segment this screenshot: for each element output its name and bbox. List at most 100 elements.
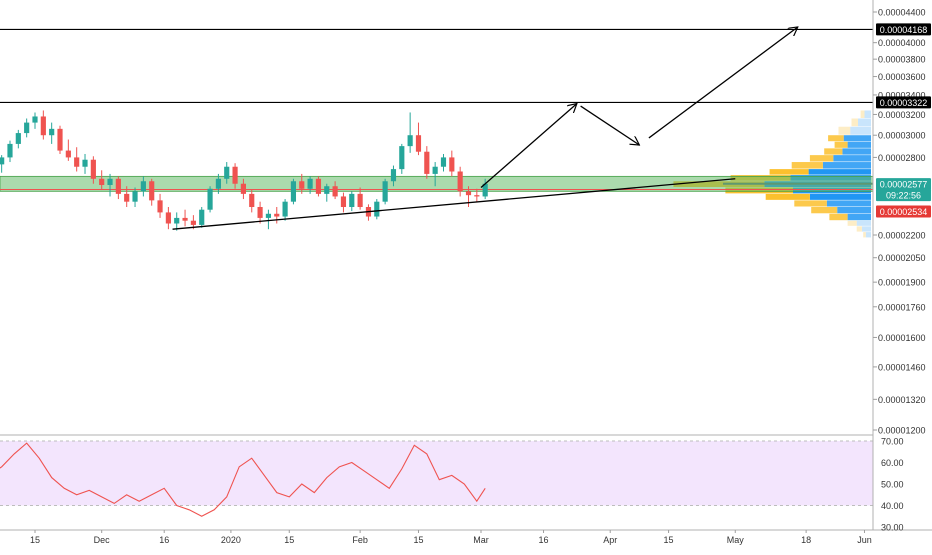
time-tick-label-1: Dec <box>94 535 111 545</box>
candle-body-56 <box>440 157 447 167</box>
time-tick-label-2: 16 <box>159 535 169 545</box>
time-tick-label-12: 18 <box>801 535 811 545</box>
candle-body-45 <box>349 193 355 208</box>
vp-bar-up-11 <box>822 162 871 169</box>
price-tick-label-6: 0.00003000 <box>878 131 926 141</box>
horizontal-levels <box>0 28 873 104</box>
vp-bar-up-5 <box>826 200 871 207</box>
vp-bar-down-16 <box>838 126 851 135</box>
vp-bar-down-5 <box>794 200 827 207</box>
price-label-0: 0.00004168 <box>880 25 928 35</box>
candle-body-39 <box>299 181 305 189</box>
vp-bar-up-17 <box>858 118 871 127</box>
candle-body-41 <box>315 178 322 194</box>
vp-bar-down-11 <box>791 162 823 169</box>
candle-body-59 <box>465 191 472 196</box>
time-tick-label-11: May <box>727 535 745 545</box>
projection-arrow-2 <box>648 27 798 139</box>
candle-body-33 <box>249 193 255 208</box>
candle-body-23 <box>165 212 171 224</box>
candle-body-13 <box>82 159 88 167</box>
candle-body-34 <box>257 207 263 218</box>
price-label-bg-1 <box>876 96 931 109</box>
candle-body-29 <box>215 178 221 189</box>
rsi-tick-label-0: 70.00 <box>881 437 904 447</box>
rsi-pane <box>0 434 873 517</box>
candle-body-54 <box>424 151 430 174</box>
candle-body-22 <box>157 200 163 213</box>
candle-body-49 <box>382 181 388 202</box>
candle-body-50 <box>390 169 397 182</box>
candle-body-42 <box>324 186 330 194</box>
price-label-4: 0.00002534 <box>880 207 928 217</box>
candle-body-16 <box>107 178 113 185</box>
trendline <box>172 178 736 230</box>
price-tick-label-2: 0.00003800 <box>878 55 926 65</box>
time-tick-label-3: 2020 <box>221 535 241 545</box>
price-label-bg-3 <box>876 189 931 202</box>
candle-body-35 <box>265 213 272 218</box>
candle-body-3 <box>0 157 5 165</box>
price-tick-label-9: 0.00002050 <box>878 253 926 263</box>
time-tick-label-13: Jun <box>857 535 872 545</box>
time-tick-label-4: 15 <box>284 535 294 545</box>
vp-bar-down-15 <box>828 135 844 142</box>
vp-bar-up-0 <box>865 232 871 238</box>
vp-bar-up-10 <box>808 169 871 175</box>
time-tick-label-10: 15 <box>664 535 674 545</box>
price-tick-label-13: 0.00001460 <box>878 362 926 372</box>
rsi-tick-label-3: 40.00 <box>881 501 904 511</box>
price-label-bg-2 <box>876 178 931 191</box>
candle-body-9 <box>49 128 55 136</box>
candle-body-31 <box>232 166 238 184</box>
vp-bar-up-1 <box>861 226 871 232</box>
price-tick-label-3: 0.00003600 <box>878 72 926 82</box>
vp-bar-up-6 <box>809 193 871 200</box>
vp-bar-up-3 <box>847 213 871 221</box>
candle-body-15 <box>99 178 105 185</box>
price-tick-label-11: 0.00001760 <box>878 302 926 312</box>
candle-body-4 <box>7 143 13 158</box>
candle-body-32 <box>240 183 246 194</box>
price-tick-label-14: 0.00001320 <box>878 395 926 405</box>
candle-body-48 <box>374 201 380 217</box>
time-tick-label-8: 16 <box>539 535 549 545</box>
candle-body-44 <box>340 196 347 208</box>
vp-bar-up-12 <box>833 155 871 162</box>
vp-bar-up-2 <box>856 220 871 226</box>
candle-body-43 <box>332 186 338 197</box>
volume-profile <box>673 110 873 238</box>
candle-body-51 <box>399 146 405 170</box>
candle-body-60 <box>474 195 480 197</box>
candle-body-19 <box>132 191 138 202</box>
vp-bar-up-14 <box>847 141 871 148</box>
vp-bar-down-3 <box>829 213 848 221</box>
candle-body-24 <box>174 217 180 224</box>
vp-bar-down-13 <box>824 148 843 155</box>
price-label-2: 0.00002577 <box>880 180 928 190</box>
vp-bar-up-15 <box>843 135 871 142</box>
candle-body-46 <box>357 193 363 208</box>
candle-body-14 <box>90 159 96 179</box>
vp-bar-down-0 <box>863 232 866 238</box>
vp-bar-up-13 <box>842 148 871 155</box>
candle-body-52 <box>407 135 413 147</box>
price-tick-label-1: 0.00004000 <box>878 38 926 48</box>
time-tick-label-5: Feb <box>352 535 368 545</box>
candle-body-5 <box>15 133 21 144</box>
price-label-1: 0.00003322 <box>880 98 928 108</box>
price-label-bg-0 <box>876 23 931 36</box>
price-tick-label-0: 0.00004400 <box>878 8 926 18</box>
candle-body-20 <box>140 181 146 192</box>
candle-body-17 <box>115 178 121 194</box>
price-tick-label-4: 0.00003400 <box>878 90 926 100</box>
candle-body-36 <box>274 213 280 217</box>
vp-bar-down-17 <box>851 118 858 127</box>
vp-bar-down-12 <box>809 155 834 162</box>
candle-body-12 <box>74 157 80 167</box>
vp-bar-down-2 <box>847 220 857 226</box>
time-tick-label-7: Mar <box>473 535 489 545</box>
vp-bar-down-6 <box>765 193 810 200</box>
